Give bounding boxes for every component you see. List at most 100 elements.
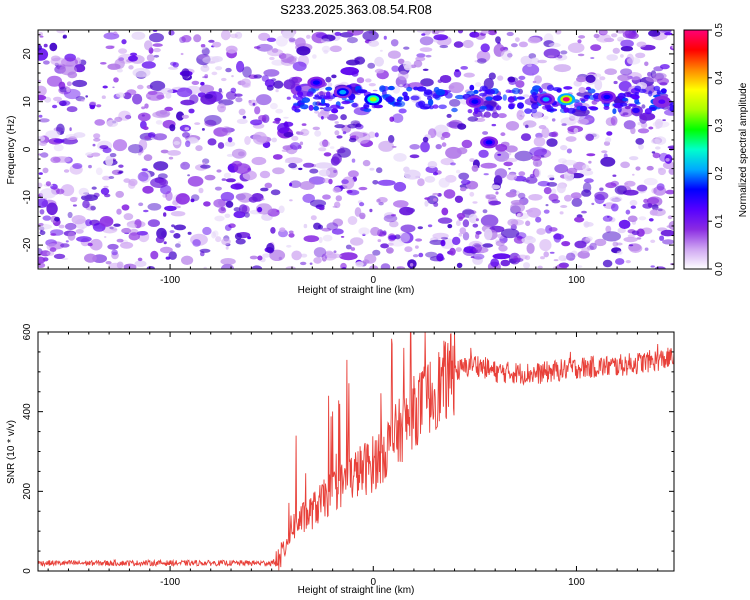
heatmap-speckle-cell — [105, 45, 115, 50]
heatmap-speckle-cell — [60, 243, 70, 248]
heatmap-speckle-cell — [380, 49, 383, 52]
heatmap-speckle-cell — [173, 224, 186, 231]
heatmap-speckle-cell — [50, 55, 61, 62]
heatmap-speckle-cell — [236, 118, 248, 125]
heatmap-speckle-cell — [518, 192, 526, 199]
heatmap-speckle-cell — [75, 229, 84, 234]
heatmap-band-cell — [294, 108, 301, 113]
heatmap-speckle-cell — [168, 156, 174, 160]
heatmap-speckle-cell — [484, 228, 493, 241]
heatmap-speckle-cell — [234, 31, 243, 39]
heatmap-speckle-cell — [440, 239, 446, 247]
heatmap-band-cell — [588, 106, 597, 110]
heatmap-speckle-cell — [615, 258, 625, 265]
heatmap-band-cell — [418, 100, 426, 108]
heatmap-speckle-cell — [108, 176, 115, 179]
heatmap-speckle-cell — [452, 236, 461, 246]
heatmap-speckle-cell — [419, 36, 434, 46]
heatmap-speckle-cell — [171, 224, 175, 228]
heatmap-speckle-cell — [475, 82, 482, 87]
heatmap-speckle-cell — [93, 137, 101, 142]
heatmap-speckle-cell — [583, 221, 590, 228]
heatmap-speckle-cell — [588, 160, 592, 164]
heatmap-speckle-cell — [109, 153, 117, 158]
heatmap-speckle-cell — [230, 33, 238, 39]
heatmap-speckle-cell — [637, 122, 642, 126]
heatmap-band-cell — [619, 102, 628, 107]
heatmap-speckle-cell — [46, 251, 55, 256]
y-tick-label: 10 — [22, 96, 33, 108]
heatmap-band-cell — [669, 105, 674, 112]
heatmap-speckle-cell — [250, 119, 263, 126]
heatmap-speckle-cell — [356, 77, 365, 84]
heatmap-speckle-cell — [202, 162, 206, 166]
heatmap-speckle-cell — [160, 87, 174, 95]
heatmap-speckle-cell — [566, 167, 578, 174]
heatmap-speckle-cell — [369, 167, 375, 171]
heatmap-speckle-cell — [215, 236, 222, 243]
heatmap-speckle-cell — [38, 182, 43, 188]
heatmap-speckle-cell — [533, 136, 546, 147]
heatmap-speckle-cell — [628, 244, 634, 247]
heatmap-speckle-cell — [312, 126, 320, 131]
heatmap-speckle-cell — [612, 47, 620, 54]
colorbar-tick-label: 0.1 — [714, 214, 725, 228]
heatmap-speckle-cell — [577, 53, 585, 57]
heatmap-speckle-cell — [341, 179, 349, 185]
heatmap-speckle-cell — [150, 250, 159, 260]
heatmap-speckle-cell — [175, 243, 181, 248]
heatmap-speckle-cell — [91, 186, 97, 190]
heatmap-speckle-cell — [131, 31, 146, 40]
heatmap-speckle-cell — [238, 108, 246, 116]
heatmap-speckle-cell — [439, 75, 452, 83]
heatmap-speckle-cell — [187, 137, 198, 144]
heatmap-speckle-cell — [231, 75, 234, 78]
heatmap-speckle — [38, 30, 674, 269]
heatmap-speckle-cell — [288, 232, 295, 238]
heatmap-speckle-cell — [272, 120, 280, 124]
heatmap-speckle-cell — [460, 66, 469, 70]
heatmap-band-cell — [538, 87, 543, 94]
heatmap-speckle-cell — [348, 137, 357, 143]
heatmap-speckle-cell — [485, 194, 497, 200]
heatmap-speckle-cell — [556, 263, 568, 269]
heatmap-speckle-cell — [301, 123, 307, 126]
heatmap-speckle-cell — [116, 92, 126, 98]
heatmap-speckle-cell — [85, 219, 92, 227]
heatmap-speckle-cell — [415, 245, 419, 249]
heatmap-speckle-cell — [144, 40, 153, 51]
heatmap-speckle-cell — [148, 47, 154, 54]
heatmap-speckle-cell — [340, 114, 347, 121]
heatmap-band-cell — [579, 105, 588, 112]
heatmap-speckle-cell — [127, 180, 136, 189]
heatmap-speckle-cell — [46, 202, 58, 216]
heatmap-speckle-cell — [516, 109, 525, 121]
heatmap-speckle-cell — [323, 49, 329, 55]
heatmap-speckle-cell — [223, 172, 231, 179]
heatmap-speckle-cell — [269, 249, 286, 261]
heatmap-speckle-cell — [488, 72, 496, 80]
heatmap-speckle-cell — [236, 60, 245, 73]
heatmap-speckle-cell — [96, 104, 102, 108]
heatmap-speckle-cell — [260, 198, 265, 201]
heatmap-speckle-cell — [299, 181, 315, 190]
heatmap-speckle-cell — [433, 202, 439, 207]
heatmap-speckle-cell — [368, 40, 380, 47]
heatmap-feature-peak — [485, 140, 493, 145]
heatmap-speckle-cell — [116, 208, 122, 215]
heatmap-speckle-cell — [620, 46, 634, 52]
heatmap-speckle-cell — [638, 216, 647, 221]
heatmap-speckle-cell — [289, 182, 293, 187]
heatmap-speckle-cell — [81, 99, 85, 102]
heatmap-speckle-cell — [376, 167, 383, 174]
heatmap-speckle-cell — [114, 58, 125, 69]
heatmap-speckle-cell — [208, 39, 215, 43]
heatmap-speckle-cell — [358, 227, 370, 236]
heatmap-speckle-cell — [491, 112, 499, 119]
heatmap-speckle-cell — [372, 249, 381, 256]
heatmap-feature-peak — [603, 94, 611, 100]
heatmap-speckle-cell — [643, 177, 658, 186]
heatmap-band-cell — [634, 92, 639, 96]
heatmap-speckle-cell — [102, 147, 112, 154]
